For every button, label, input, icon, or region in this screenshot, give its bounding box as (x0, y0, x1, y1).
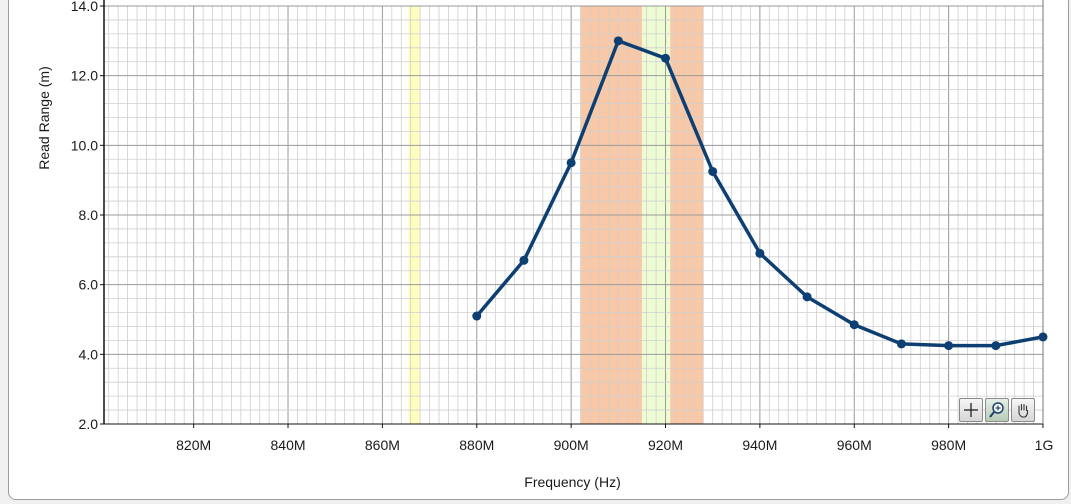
x-tick-label: 980M (931, 437, 966, 453)
y-tick-label: 8.0 (79, 207, 99, 223)
x-axis-title: Frequency (Hz) (524, 474, 620, 490)
x-tick-label: 920M (648, 437, 683, 453)
axes (100, 0, 1044, 428)
y-tick-label: 4.0 (79, 346, 99, 362)
data-point (755, 248, 765, 258)
data-point (519, 255, 529, 265)
data-point (896, 339, 906, 349)
data-point (849, 320, 859, 330)
x-tick-label: 880M (459, 437, 494, 453)
x-tick-label: 900M (554, 437, 589, 453)
data-point (613, 36, 623, 46)
y-axis-title: Read Range (m) (36, 66, 52, 170)
tick-labels: 2.0 4.0 6.0 8.0 10.0 12.0 14.0 820M 840M 860M 880M… (71, 0, 1054, 453)
data-point (991, 341, 1001, 351)
series-layer (472, 36, 1048, 351)
pan-hand-icon[interactable] (1011, 398, 1035, 422)
x-tick-label: 940M (742, 437, 777, 453)
data-point (802, 292, 812, 302)
graph-palette (959, 398, 1035, 422)
data-point (661, 53, 671, 63)
x-tick-label: 840M (271, 437, 306, 453)
y-tick-label: 2.0 (79, 416, 99, 432)
data-point (1038, 332, 1048, 342)
data-point (708, 166, 718, 176)
y-tick-label: 6.0 (79, 277, 99, 293)
y-tick-label: 10.0 (71, 137, 98, 153)
plot-grid (104, 5, 1044, 424)
x-tick-label: 860M (365, 437, 400, 453)
x-tick-label: 820M (176, 437, 211, 453)
zoom-magnifier-icon[interactable] (985, 398, 1009, 422)
data-point (472, 311, 482, 321)
y-tick-label: 14.0 (71, 0, 98, 14)
crosshair-move-icon[interactable] (959, 398, 983, 422)
data-point (944, 341, 954, 351)
x-tick-label: 1G (1035, 437, 1054, 453)
data-point (566, 158, 576, 168)
y-tick-label: 12.0 (71, 68, 98, 84)
x-tick-label: 960M (837, 437, 872, 453)
